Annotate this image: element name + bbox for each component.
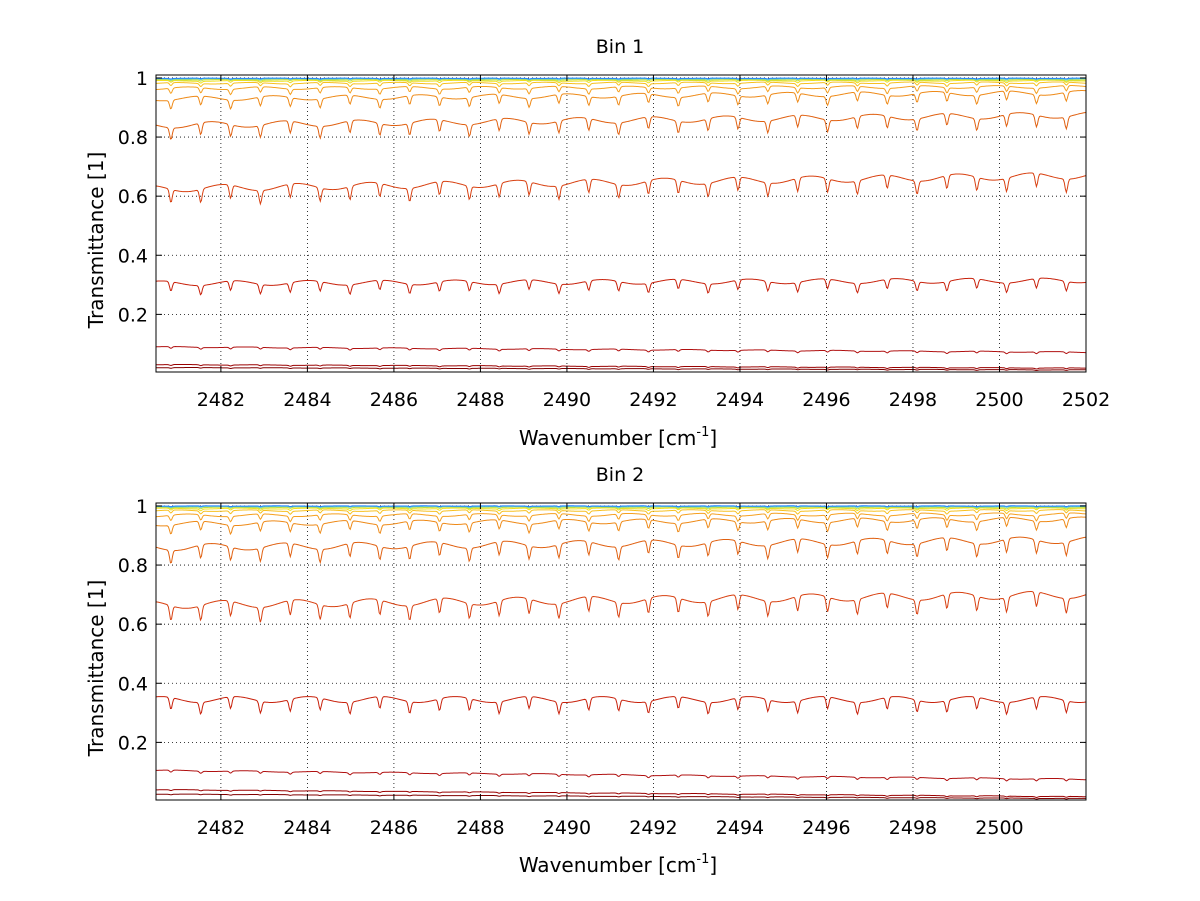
series-line <box>155 346 1087 355</box>
x-tick-label: 2484 <box>283 389 331 411</box>
y-ticks: 0.2 0.4 0.6 0.8 1 <box>118 496 1086 754</box>
series-line <box>155 364 1087 370</box>
grid <box>156 75 1086 372</box>
x-tick-label: 2494 <box>716 389 764 411</box>
y-tick-label: 0.4 <box>118 673 148 695</box>
x-tick-label: 2498 <box>889 389 937 411</box>
x-axis-label: Wavenumber [cm-1] <box>519 852 717 877</box>
y-axis-label: Transmittance [1] <box>84 152 108 330</box>
series-line <box>155 81 1087 88</box>
series-line <box>155 506 1087 510</box>
chart-title: Bin 2 <box>596 464 644 486</box>
x-tick-label: 2488 <box>456 817 504 839</box>
x-tick-label: 2484 <box>283 817 331 839</box>
series-line <box>155 769 1087 782</box>
series-line <box>155 85 1087 96</box>
series-line <box>155 111 1087 140</box>
series-line <box>155 172 1087 206</box>
series-line <box>155 505 1087 509</box>
series-line <box>155 78 1087 81</box>
series-line <box>155 509 1087 515</box>
series-line <box>155 77 1086 80</box>
series-line <box>155 505 1086 508</box>
series-line <box>155 512 1087 523</box>
x-tick-label: 2494 <box>716 817 764 839</box>
series-group <box>155 77 1087 372</box>
series-line <box>155 79 1087 84</box>
series-line <box>155 507 1087 512</box>
x-tick-label: 2492 <box>629 817 677 839</box>
y-tick-label: 0.6 <box>118 186 148 208</box>
x-ticks: 2482 2484 2486 2488 2490 2492 2494 2496 2498 2500… <box>197 75 1110 411</box>
y-axis-label: Transmittance [1] <box>84 580 108 758</box>
chart-title: Bin 1 <box>596 36 644 58</box>
series-line <box>156 367 1087 372</box>
x-tick-label: 2486 <box>370 389 418 411</box>
plot-frame <box>155 502 1087 801</box>
plot-frame <box>155 74 1087 373</box>
x-tick-label: 2490 <box>543 817 591 839</box>
series-line <box>155 536 1087 565</box>
series-line <box>155 277 1087 296</box>
x-tick-label: 2496 <box>802 817 850 839</box>
x-tick-label: 2482 <box>197 817 245 839</box>
y-tick-label: 1 <box>136 68 148 90</box>
y-tick-label: 0.2 <box>118 732 148 754</box>
x-axis-label: Wavenumber [cm-1] <box>519 425 717 450</box>
y-tick-label: 0.6 <box>118 614 148 636</box>
y-tick-label: 0.8 <box>118 555 148 577</box>
x-tick-label: 2488 <box>456 389 504 411</box>
x-tick-label: 2486 <box>370 817 418 839</box>
series-line <box>155 793 1087 800</box>
series-line <box>155 516 1087 536</box>
y-tick-label: 1 <box>136 496 148 518</box>
x-ticks: 2482 2484 2486 2488 2490 2492 2494 2496 2498 2500 <box>197 503 1024 839</box>
series-line <box>155 789 1087 798</box>
x-tick-label: 2482 <box>197 389 245 411</box>
series-line <box>155 78 1087 82</box>
panel-bin-2: Bin 2 2482 2484 2486 2488 2490 2492 2494 2496 24… <box>84 464 1087 877</box>
series-line <box>155 591 1087 623</box>
x-tick-label: 2498 <box>889 817 937 839</box>
x-tick-label: 2496 <box>802 389 850 411</box>
x-tick-label: 2502 <box>1062 389 1110 411</box>
series-group <box>155 505 1087 800</box>
series-line <box>155 696 1087 716</box>
x-tick-label: 2492 <box>629 389 677 411</box>
x-tick-label: 2500 <box>975 817 1023 839</box>
y-tick-label: 0.4 <box>118 245 148 267</box>
y-tick-label: 0.2 <box>118 304 148 326</box>
panel-bin-1: Bin 1 2482 2484 2486 2488 2490 2492 2494 2496 24… <box>84 36 1110 450</box>
series-line <box>155 90 1087 110</box>
y-tick-label: 0.8 <box>118 127 148 149</box>
y-ticks: 0.2 0.4 0.6 0.8 1 <box>118 68 1086 326</box>
x-tick-label: 2500 <box>975 389 1023 411</box>
x-tick-label: 2490 <box>543 389 591 411</box>
